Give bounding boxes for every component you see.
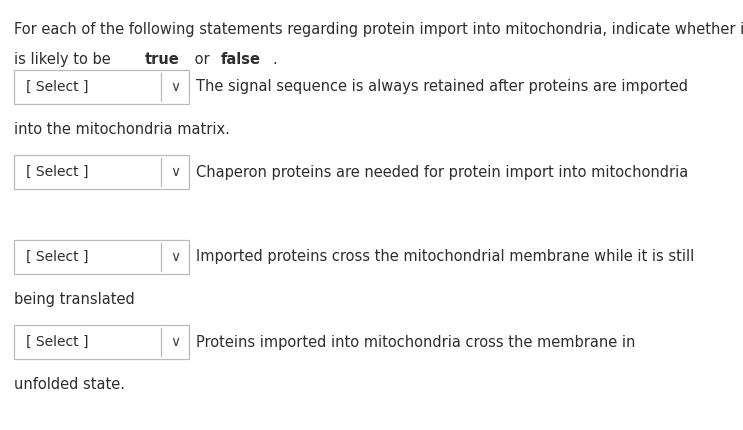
Text: [ Select ]: [ Select ] [26, 335, 88, 349]
Text: or: or [189, 52, 214, 67]
Text: Imported proteins cross the mitochondrial membrane while it is still: Imported proteins cross the mitochondria… [196, 249, 694, 264]
Text: ∨: ∨ [170, 80, 180, 94]
Text: being translated: being translated [14, 292, 134, 307]
Bar [14, 240, 189, 274]
Text: unfolded state.: unfolded state. [14, 377, 125, 392]
Text: [ Select ]: [ Select ] [26, 80, 88, 94]
Bar [14, 70, 189, 104]
Text: ∨: ∨ [170, 165, 180, 179]
Text: false: false [221, 52, 261, 67]
Text: is likely to be: is likely to be [14, 52, 115, 67]
Text: .: . [273, 52, 277, 67]
Text: [ Select ]: [ Select ] [26, 165, 88, 179]
Text: [ Select ]: [ Select ] [26, 250, 88, 264]
Text: ∨: ∨ [170, 250, 180, 264]
Bar [14, 155, 189, 189]
Text: Chaperon proteins are needed for protein import into mitochondria: Chaperon proteins are needed for protein… [196, 165, 688, 179]
Text: ∨: ∨ [170, 335, 180, 349]
Text: into the mitochondria matrix.: into the mitochondria matrix. [14, 122, 230, 137]
Bar [14, 325, 189, 359]
Text: true: true [145, 52, 180, 67]
Text: The signal sequence is always retained after proteins are imported: The signal sequence is always retained a… [196, 80, 688, 95]
Text: Proteins imported into mitochondria cross the membrane in: Proteins imported into mitochondria cros… [196, 335, 635, 350]
Text: For each of the following statements regarding protein import into mitochondria,: For each of the following statements reg… [14, 22, 743, 37]
